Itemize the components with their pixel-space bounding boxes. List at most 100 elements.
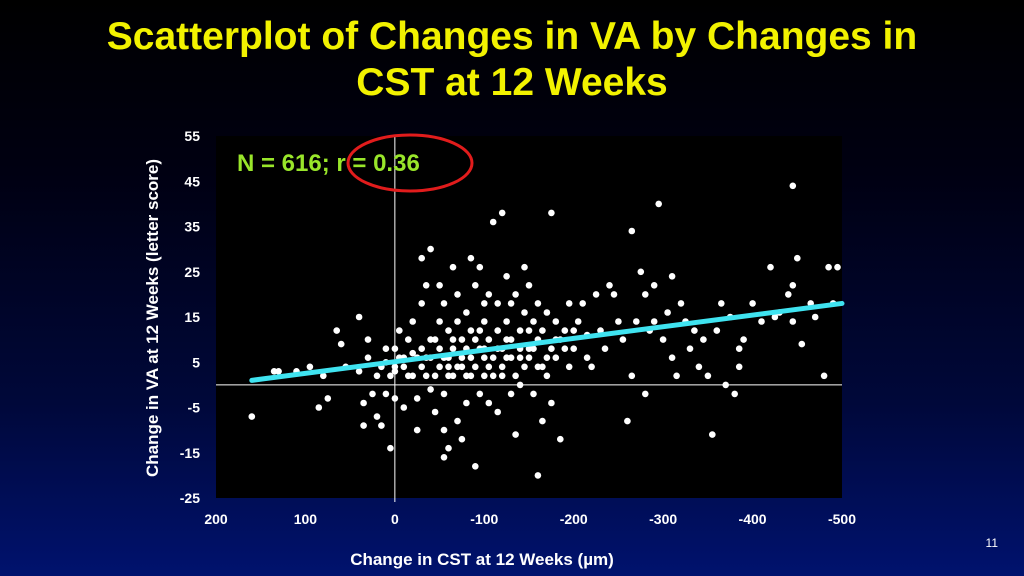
y-tick-label: 5 <box>192 354 200 370</box>
data-point <box>427 386 434 393</box>
data-point <box>360 422 367 429</box>
data-point <box>507 300 515 307</box>
x-tick-label: 0 <box>391 511 399 527</box>
axes <box>216 136 842 502</box>
data-point <box>489 372 497 380</box>
data-point <box>525 354 533 362</box>
data-point <box>798 340 806 348</box>
data-point <box>440 426 448 434</box>
data-point <box>668 273 676 280</box>
data-point <box>637 268 645 276</box>
x-tick-label: -400 <box>739 511 767 527</box>
data-point <box>427 245 434 253</box>
data-point <box>771 313 779 321</box>
data-point <box>521 309 528 316</box>
data-point <box>467 327 475 334</box>
data-point <box>561 327 569 334</box>
y-tick-label: 45 <box>184 173 200 189</box>
data-point <box>449 336 457 343</box>
x-tick-label: 200 <box>204 511 228 527</box>
x-tick-label: -500 <box>828 511 856 527</box>
data-point <box>579 300 586 307</box>
data-point <box>610 291 618 298</box>
data-point <box>454 417 461 425</box>
data-point <box>409 318 417 325</box>
x-tick-labels: 200 100 0 -100 -200 -300 -400 -500 <box>204 511 856 527</box>
data-point <box>785 291 792 298</box>
data-point <box>574 318 582 325</box>
data-point <box>418 254 426 262</box>
data-point <box>615 318 622 325</box>
data-point <box>570 345 577 353</box>
data-point <box>583 354 591 362</box>
data-point <box>494 327 502 334</box>
data-point <box>431 408 439 416</box>
y-tick-label: -15 <box>180 445 200 461</box>
data-point <box>530 345 537 353</box>
data-point <box>606 282 613 289</box>
data-point <box>440 300 448 307</box>
data-point <box>458 336 466 343</box>
x-axis-label: Change in CST at 12 Weeks (µm) <box>350 550 614 569</box>
data-point <box>633 318 640 325</box>
data-point <box>472 363 479 371</box>
data-point <box>548 345 555 353</box>
data-point <box>668 354 676 362</box>
data-point <box>530 390 537 398</box>
data-point <box>324 395 332 402</box>
data-point <box>525 282 533 289</box>
data-point <box>619 336 627 343</box>
y-tick-label: 25 <box>184 264 200 280</box>
data-point <box>811 313 819 321</box>
data-point <box>445 372 452 380</box>
data-point <box>825 263 832 271</box>
data-point <box>624 417 631 425</box>
data-point <box>673 372 680 380</box>
data-point <box>337 340 345 348</box>
data-point <box>481 300 488 307</box>
data-point <box>686 345 694 353</box>
highlight-circle <box>346 133 474 193</box>
data-point <box>534 300 542 307</box>
data-point <box>275 368 282 375</box>
data-point <box>530 318 537 325</box>
data-point <box>735 345 743 353</box>
data-points <box>248 182 841 479</box>
data-point <box>391 345 399 353</box>
data-point <box>422 282 430 289</box>
data-point <box>472 336 479 343</box>
data-point <box>700 336 707 343</box>
data-point <box>539 327 546 334</box>
x-tick-label: 100 <box>294 511 318 527</box>
data-point <box>789 318 797 325</box>
data-point <box>789 182 797 190</box>
data-point <box>543 309 551 316</box>
data-point <box>512 291 519 298</box>
data-point <box>543 354 551 362</box>
data-point <box>481 372 488 380</box>
data-point <box>454 363 461 371</box>
data-point <box>445 327 452 334</box>
data-point <box>306 363 314 371</box>
data-point <box>413 395 421 402</box>
data-point <box>570 327 577 334</box>
data-point <box>548 209 555 217</box>
data-point <box>642 291 649 298</box>
data-point <box>503 273 510 280</box>
data-point <box>440 390 448 398</box>
data-point <box>709 431 716 438</box>
data-point <box>355 313 363 321</box>
data-point <box>820 372 828 380</box>
data-point <box>704 372 712 380</box>
data-point <box>516 381 524 389</box>
data-point <box>565 363 573 371</box>
data-point <box>516 354 524 362</box>
data-point <box>485 399 493 407</box>
data-point <box>642 390 649 398</box>
data-point <box>691 327 698 334</box>
data-point <box>458 354 466 362</box>
data-point <box>364 354 372 362</box>
data-point <box>695 363 703 371</box>
data-point <box>315 404 323 411</box>
